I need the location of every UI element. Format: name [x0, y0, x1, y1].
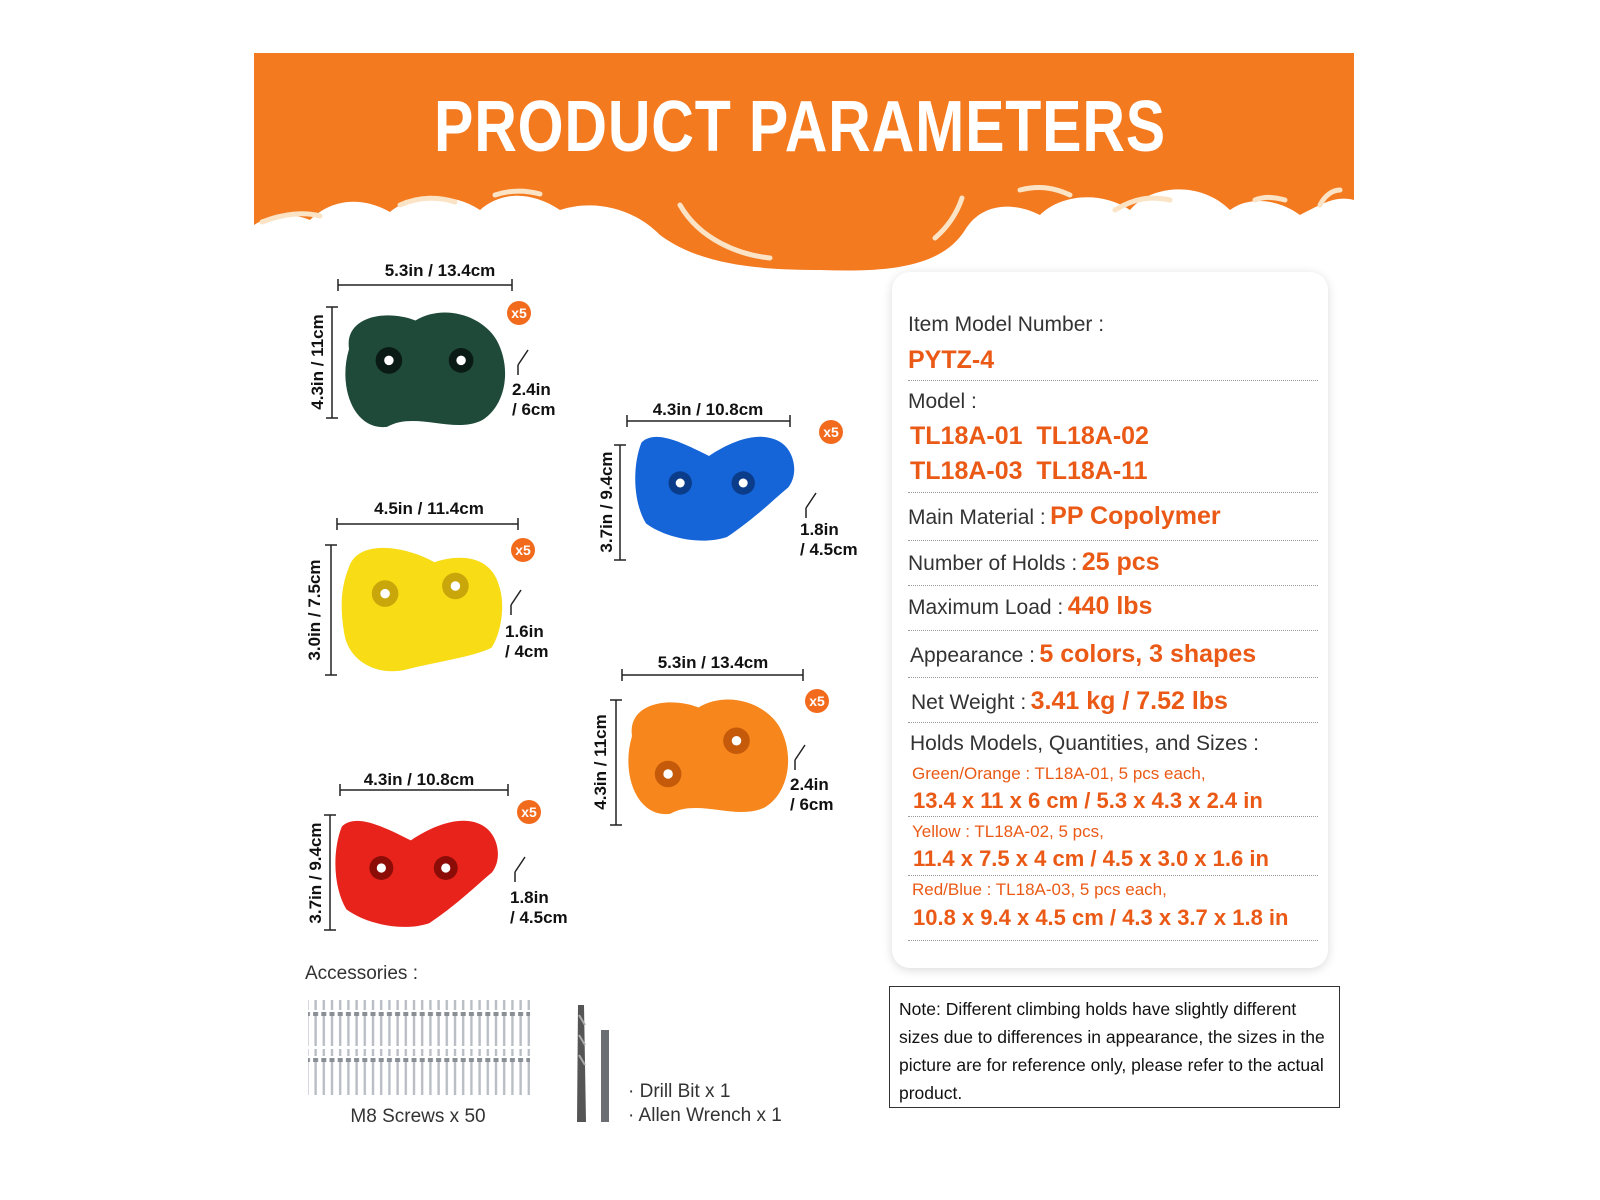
- hold-quantity: x5: [507, 301, 531, 325]
- size-group-title: Green/Orange : TL18A-01, 5 pcs each,: [912, 764, 1206, 783]
- hold-quantity: x5: [517, 800, 541, 824]
- drill-bit: [577, 1005, 586, 1122]
- hold-green: [345, 312, 506, 428]
- spec-label: Item Model Number :: [908, 313, 1105, 336]
- page-title: PRODUCT PARAMETERS: [433, 87, 1167, 167]
- spec-label: Number of Holds :: [908, 552, 1078, 575]
- divider: [908, 380, 1318, 381]
- spec-value: TL18A-03 TL18A-11: [910, 457, 1148, 485]
- divider: [908, 540, 1318, 541]
- hold-width: 5.3in / 13.4cm: [657, 653, 769, 672]
- hold-depth: 1.6in: [505, 622, 544, 641]
- size-group-size: 11.4 x 7.5 x 4 cm / 4.5 x 3.0 x 1.6 in: [913, 846, 1269, 871]
- hold-orange: [628, 699, 789, 815]
- screws-row: [308, 1000, 530, 1046]
- hold-blue: [635, 436, 795, 541]
- divider: [908, 677, 1318, 678]
- spec-value: 3.41 kg / 7.52 lbs: [1030, 687, 1228, 715]
- hold-quantity: x5: [511, 538, 535, 562]
- spec-row: Number of Holds : 25 pcs: [908, 548, 1160, 577]
- hold-width: 4.3in / 10.8cm: [363, 770, 475, 789]
- spec-row: Main Material : PP Copolymer: [908, 502, 1221, 531]
- divider: [908, 492, 1318, 493]
- hold-height: 3.7in / 9.4cm: [306, 822, 325, 924]
- allen-wrench: [601, 1030, 609, 1122]
- spec-label: Net Weight :: [911, 691, 1027, 714]
- accessory-item: · Drill Bit x 1: [628, 1081, 731, 1102]
- hold-depth: 2.4in: [512, 380, 551, 399]
- spec-row: Maximum Load : 440 lbs: [908, 592, 1152, 621]
- dimension-lines: [324, 279, 817, 931]
- screws-label: M8 Screws x 50: [350, 1106, 486, 1127]
- hold-depth: / 4.5cm: [510, 908, 568, 927]
- spec-value: 25 pcs: [1081, 548, 1160, 576]
- hold-depth: / 6cm: [790, 795, 834, 814]
- spec-label: Appearance :: [910, 644, 1035, 667]
- size-group-size: 10.8 x 9.4 x 4.5 cm / 4.3 x 3.7 x 1.8 in: [913, 905, 1289, 930]
- divider: [908, 722, 1318, 723]
- specs-card: [892, 272, 1328, 968]
- spec-label: Model :: [908, 390, 977, 413]
- drill-flutes: [578, 1014, 586, 1066]
- size-group-title: Red/Blue : TL18A-03, 5 pcs each,: [912, 880, 1167, 899]
- hold-depth: 1.8in: [800, 520, 839, 539]
- hold-depth: / 6cm: [512, 400, 556, 419]
- spec-value: 440 lbs: [1067, 592, 1153, 620]
- spec-label: Main Material :: [908, 506, 1046, 529]
- size-group-title: Yellow : TL18A-02, 5 pcs,: [912, 822, 1104, 841]
- hold-quantity: x5: [805, 689, 829, 713]
- hold-depth: / 4cm: [505, 642, 549, 661]
- hold-height: 4.3in / 11cm: [591, 714, 610, 810]
- hold-depth: / 4.5cm: [800, 540, 858, 559]
- hold-width: 4.3in / 10.8cm: [652, 400, 764, 419]
- spec-value: PYTZ-4: [908, 346, 995, 374]
- accessory-item: · Allen Wrench x 1: [628, 1105, 782, 1126]
- accessories-title: Accessories :: [305, 963, 418, 984]
- spec-value: PP Copolymer: [1050, 502, 1221, 530]
- hold-width: 4.5in / 11.4cm: [374, 499, 484, 518]
- spec-value: 5 colors, 3 shapes: [1039, 640, 1257, 668]
- divider: [908, 816, 1318, 817]
- hold-depth: 2.4in: [790, 775, 829, 794]
- hold-quantity: x5: [819, 420, 843, 444]
- hold-height: 3.7in / 9.4cm: [597, 451, 616, 553]
- spec-label: Maximum Load :: [908, 596, 1064, 619]
- hold-depth: 1.8in: [510, 888, 549, 907]
- hold-width: 5.3in / 13.4cm: [384, 261, 496, 280]
- hold-height: 3.0in / 7.5cm: [305, 559, 324, 661]
- header-decor: [259, 185, 1343, 261]
- note: Note: Different climbing holds have slig…: [889, 986, 1340, 1108]
- hold-height: 4.3in / 11cm: [308, 314, 327, 410]
- hold-yellow: [341, 547, 503, 672]
- divider: [908, 875, 1318, 876]
- divider: [908, 630, 1318, 631]
- divider: [908, 585, 1318, 586]
- hold-red: [335, 820, 498, 927]
- spec-value: TL18A-01 TL18A-02: [910, 422, 1149, 450]
- spec-row: Net Weight : 3.41 kg / 7.52 lbs: [911, 687, 1228, 716]
- spec-row: Appearance : 5 colors, 3 shapes: [910, 640, 1256, 669]
- divider: [908, 940, 1318, 941]
- screws-row: [308, 1049, 530, 1095]
- sizes-label: Holds Models, Quantities, and Sizes :: [910, 732, 1260, 755]
- size-group-size: 13.4 x 11 x 6 cm / 5.3 x 4.3 x 2.4 in: [913, 788, 1263, 813]
- header-band: [254, 53, 1354, 271]
